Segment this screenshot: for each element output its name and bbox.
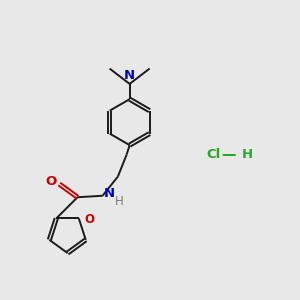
Text: Cl: Cl [206,148,220,161]
Text: H: H [115,195,124,208]
Text: N: N [124,68,135,82]
Text: O: O [45,175,56,188]
Text: —: — [221,147,235,162]
Text: N: N [104,187,115,200]
Text: H: H [241,148,252,161]
Text: O: O [84,213,94,226]
